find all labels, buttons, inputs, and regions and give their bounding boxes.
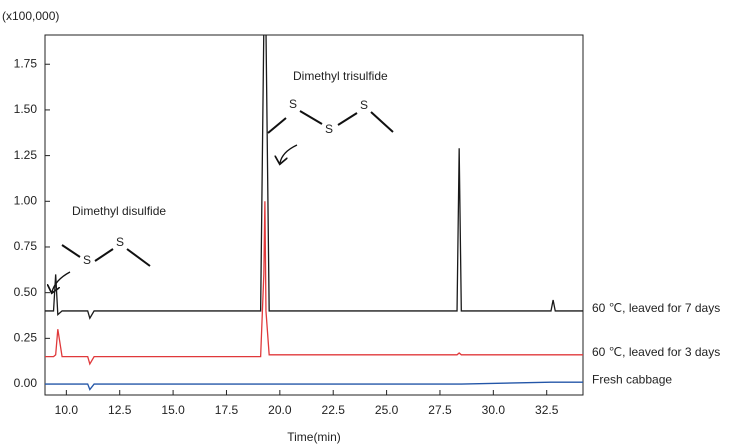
unit-label: (x100,000) (2, 9, 59, 23)
y-tick-label: 1.75 (14, 56, 38, 70)
x-tick-label: 32.5 (535, 403, 559, 417)
y-tick-label: 0.25 (14, 331, 38, 345)
x-axis-label: Time(min) (287, 430, 341, 444)
x-tick-label: 22.5 (322, 403, 346, 417)
x-tick-label: 15.0 (161, 403, 185, 417)
series-line (45, 381, 583, 391)
x-tick-label: 10.0 (55, 403, 79, 417)
molecule (52, 244, 151, 292)
y-tick-label: 1.25 (14, 148, 38, 162)
plot-area (45, 35, 583, 391)
x-tick-label: 12.5 (108, 403, 132, 417)
y-tick-label: 1.00 (14, 193, 38, 207)
atom-label: S (325, 122, 333, 136)
series-label: 60 ℃, leaved for 3 days (592, 345, 720, 359)
atom-label: S (360, 98, 368, 112)
molecule (267, 110, 394, 163)
series-label: Fresh cabbage (592, 372, 672, 386)
x-tick-label: 30.0 (482, 403, 506, 417)
series-label: 60 ℃, leaved for 7 days (592, 301, 720, 315)
series-line (45, 201, 583, 366)
y-tick-label: 0.00 (14, 376, 38, 390)
atom-label: S (289, 97, 297, 111)
x-tick-label: 27.5 (428, 403, 452, 417)
x-tick-label: 25.0 (375, 403, 399, 417)
annotation: Dimethyl trisulfide (293, 69, 388, 83)
annotation: Dimethyl disulfide (72, 204, 166, 218)
y-tick-label: 0.75 (14, 239, 38, 253)
series-line (45, 35, 583, 320)
atom-label: S (116, 235, 124, 249)
atom-label: S (83, 253, 91, 267)
y-tick-label: 1.50 (14, 102, 38, 116)
x-tick-label: 20.0 (268, 403, 292, 417)
plot-frame (44, 34, 584, 396)
x-tick-label: 17.5 (215, 403, 239, 417)
y-tick-label: 0.50 (14, 285, 38, 299)
